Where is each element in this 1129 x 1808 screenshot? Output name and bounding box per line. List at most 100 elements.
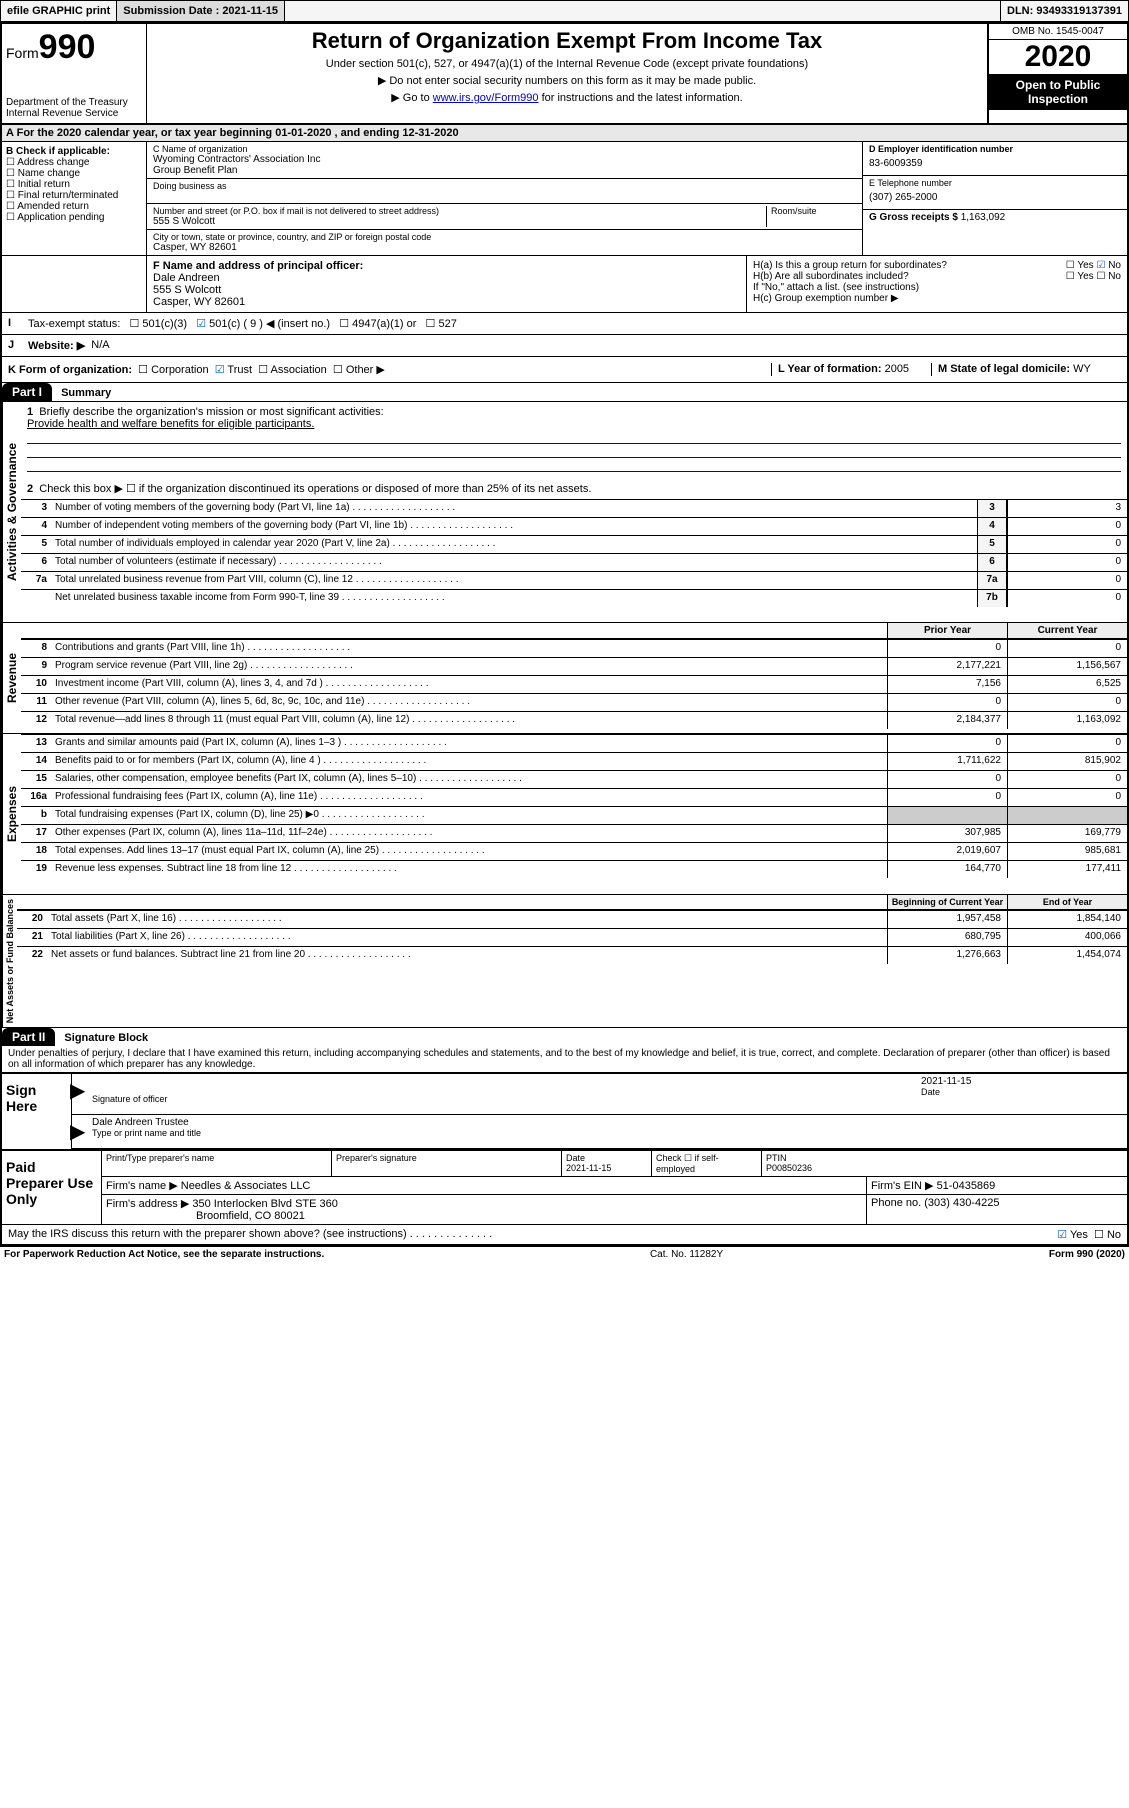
sign-date-label: Date — [921, 1087, 1121, 1097]
officer-name: Dale Andreen — [153, 272, 740, 284]
cb-initial-return[interactable]: Initial return — [6, 179, 142, 190]
addr-label: Number and street (or P.O. box if mail i… — [153, 206, 766, 216]
topbar: efile GRAPHIC print Submission Date : 20… — [0, 0, 1129, 22]
officer-name-title: Dale Andreen Trustee — [92, 1117, 1121, 1128]
part1-header: Part I Summary — [2, 383, 1127, 402]
cb-name-change[interactable]: Name change — [6, 168, 142, 179]
cb-application-pending[interactable]: Application pending — [6, 212, 142, 223]
k-corp[interactable]: Corporation — [138, 364, 208, 376]
room-label: Room/suite — [771, 206, 856, 216]
org-name: Wyoming Contractors' Association Inc Gro… — [153, 154, 856, 176]
open-inspection: Open to Public Inspection — [989, 74, 1127, 110]
dba-label: Doing business as — [153, 181, 856, 191]
c-name-label: C Name of organization — [153, 144, 856, 154]
form-title: Return of Organization Exempt From Incom… — [157, 28, 977, 54]
part2-header: Part II Signature Block — [2, 1027, 1127, 1046]
footer-mid: Cat. No. 11282Y — [324, 1249, 1049, 1260]
cb-address-change[interactable]: Address change — [6, 157, 142, 168]
part2-bar: Part II — [2, 1028, 55, 1046]
cb-final-return[interactable]: Final return/terminated — [6, 190, 142, 201]
paid-preparer-block: Paid Preparer Use Only Print/Type prepar… — [2, 1149, 1127, 1224]
h-a: H(a) Is this a group return for subordin… — [753, 260, 1066, 271]
footer-left: For Paperwork Reduction Act Notice, see … — [4, 1249, 324, 1260]
period-a: A For the 2020 calendar year, or tax yea… — [2, 125, 1127, 142]
expenses-block: Expenses 13Grants and similar amounts pa… — [2, 733, 1127, 894]
col-c: C Name of organization Wyoming Contracto… — [147, 142, 862, 255]
street-address: 555 S Wolcott — [153, 216, 766, 227]
paid-preparer-label: Paid Preparer Use Only — [2, 1151, 102, 1224]
b-label: B Check if applicable: — [6, 146, 142, 157]
i-527[interactable]: 527 — [426, 318, 457, 330]
discuss-yes[interactable]: Yes — [1057, 1228, 1088, 1241]
k-trust[interactable]: Trust — [215, 364, 252, 376]
header-mid: Return of Organization Exempt From Incom… — [147, 24, 987, 123]
hb-yes[interactable]: Yes — [1066, 271, 1094, 282]
ptin: P00850236 — [766, 1163, 812, 1173]
i-501c[interactable]: 501(c) ( 9 ) ◀ (insert no.) — [196, 318, 330, 330]
city-label: City or town, state or province, country… — [153, 232, 856, 242]
vert-activities: Activities & Governance — [2, 402, 21, 622]
boy-head: Beginning of Current Year — [887, 895, 1007, 909]
part1-title: Summary — [55, 385, 117, 401]
perjury-text: Under penalties of perjury, I declare th… — [2, 1046, 1127, 1072]
tax-exempt-row: I Tax-exempt status: 501(c)(3) 501(c) ( … — [2, 313, 1127, 335]
l-label: L Year of formation: — [778, 363, 882, 375]
firm-phone: (303) 430-4225 — [924, 1197, 999, 1209]
summary-body: Activities & Governance 1 Briefly descri… — [2, 402, 1127, 622]
col-header-row: Revenue Prior Year Current Year 8Contrib… — [2, 622, 1127, 733]
page-footer: For Paperwork Reduction Act Notice, see … — [0, 1246, 1129, 1262]
cb-amended[interactable]: Amended return — [6, 201, 142, 212]
k-assoc[interactable]: Association — [258, 364, 327, 376]
ha-no[interactable]: No — [1096, 260, 1121, 271]
part2-title: Signature Block — [58, 1030, 154, 1046]
h-b: H(b) Are all subordinates included? — [753, 271, 1066, 282]
vert-netassets: Net Assets or Fund Balances — [2, 895, 17, 1027]
header-left: Form990 Department of the Treasury Inter… — [2, 24, 147, 123]
dept-treasury: Department of the Treasury Internal Reve… — [6, 97, 142, 119]
prep-date: 2021-11-15 — [566, 1163, 611, 1173]
officer-city: Casper, WY 82601 — [153, 296, 740, 308]
sign-date: 2021-11-15 — [921, 1076, 1121, 1087]
vert-expenses: Expenses — [2, 734, 21, 894]
vert-revenue: Revenue — [2, 623, 21, 733]
discuss-no[interactable]: No — [1094, 1228, 1121, 1241]
i-501c3[interactable]: 501(c)(3) — [130, 318, 188, 330]
type-label: Type or print name and title — [92, 1128, 1121, 1138]
year-formation: 2005 — [885, 363, 909, 375]
discuss-row: May the IRS discuss this return with the… — [2, 1224, 1127, 1244]
hb-no[interactable]: No — [1096, 271, 1121, 282]
k-l-m-row: K Form of organization: Corporation Trus… — [2, 357, 1127, 383]
col-right: D Employer identification number 83-6009… — [862, 142, 1127, 255]
print-label: Print/Type preparer's name — [102, 1151, 332, 1176]
subtitle-1: Under section 501(c), 527, or 4947(a)(1)… — [157, 58, 977, 70]
ha-yes[interactable]: Yes — [1066, 260, 1094, 271]
omb-no: OMB No. 1545-0047 — [989, 24, 1127, 40]
officer-h-row: F Name and address of principal officer:… — [2, 256, 1127, 313]
firm-addr2: Broomfield, CO 80021 — [106, 1210, 305, 1222]
sig-officer-label: Signature of officer — [92, 1094, 921, 1104]
discuss-text: May the IRS discuss this return with the… — [8, 1228, 1057, 1241]
tax-year: 2020 — [989, 40, 1127, 74]
sign-here-label: Sign Here — [2, 1074, 72, 1149]
firm-addr1: 350 Interlocken Blvd STE 360 — [192, 1198, 338, 1210]
eoy-head: End of Year — [1007, 895, 1127, 909]
phone-label: E Telephone number — [869, 178, 1121, 188]
officer-addr: 555 S Wolcott — [153, 284, 740, 296]
form-prefix: Form — [6, 45, 39, 61]
form-number: 990 — [39, 28, 96, 66]
k-label: K Form of organization: — [8, 364, 132, 376]
subtitle-3: Go to www.irs.gov/Form990 for instructio… — [157, 91, 977, 104]
gross-value: 1,163,092 — [961, 212, 1006, 223]
q1-label: Briefly describe the organization's miss… — [39, 406, 383, 418]
submission-date: Submission Date : 2021-11-15 — [117, 1, 285, 21]
header-right: OMB No. 1545-0047 2020 Open to Public In… — [987, 24, 1127, 123]
ein-label: D Employer identification number — [869, 144, 1121, 154]
f-label: F Name and address of principal officer: — [153, 260, 740, 272]
q2-text: Check this box ▶ ☐ if the organization d… — [39, 483, 591, 495]
website-row: J Website: ▶ N/A — [2, 335, 1127, 357]
self-emp[interactable]: Check ☐ if self-employed — [652, 1151, 762, 1176]
gross-label: G Gross receipts $ — [869, 212, 958, 223]
k-other[interactable]: Other ▶ — [333, 364, 385, 376]
form990-link[interactable]: www.irs.gov/Form990 — [433, 92, 539, 104]
i-4947[interactable]: 4947(a)(1) or — [339, 318, 416, 330]
